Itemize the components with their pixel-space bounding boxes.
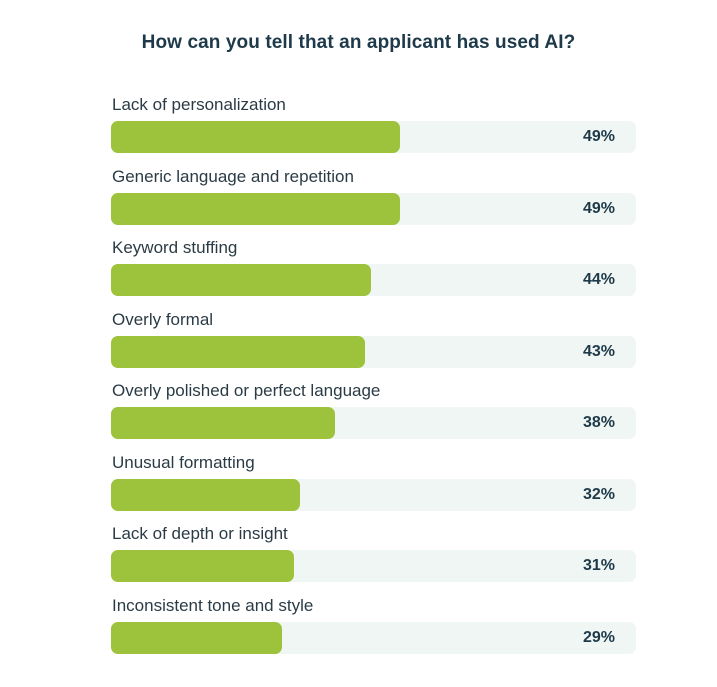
bar-track: 49% xyxy=(111,193,636,225)
category-label: Lack of personalization xyxy=(112,95,286,114)
bar-track: 44% xyxy=(111,264,636,296)
bar xyxy=(111,622,282,654)
value-label: 29% xyxy=(582,629,615,646)
bar xyxy=(111,264,371,296)
bar-track: 29% xyxy=(111,622,636,654)
value-label: 38% xyxy=(582,414,615,431)
category-label: Overly polished or perfect language xyxy=(112,381,381,400)
bar-row: Overly formal 43% xyxy=(111,310,636,372)
bar-row: Unusual formatting 32% xyxy=(111,453,636,515)
bar xyxy=(111,407,335,439)
bar-row: Overly polished or perfect language 38% xyxy=(111,381,636,443)
category-label: Keyword stuffing xyxy=(112,238,238,257)
bar-row: Keyword stuffing 44% xyxy=(111,238,636,300)
bar-row: Generic language and repetition 49% xyxy=(111,167,636,229)
bar-track: 32% xyxy=(111,479,636,511)
value-label: 43% xyxy=(582,343,615,360)
value-label: 44% xyxy=(582,271,615,288)
bar-row: Lack of personalization 49% xyxy=(111,95,636,157)
bar xyxy=(111,193,400,225)
bar xyxy=(111,336,365,368)
bar xyxy=(111,479,300,511)
bar xyxy=(111,550,294,582)
category-label: Generic language and repetition xyxy=(112,167,354,186)
value-label: 49% xyxy=(582,200,615,217)
bar-track: 31% xyxy=(111,550,636,582)
bar-row: Lack of depth or insight 31% xyxy=(111,524,636,586)
bar-track: 38% xyxy=(111,407,636,439)
category-label: Overly formal xyxy=(112,310,214,329)
bar-track: 43% xyxy=(111,336,636,368)
bar-track: 49% xyxy=(111,121,636,153)
category-label: Inconsistent tone and style xyxy=(112,596,314,615)
bar-row: Inconsistent tone and style 29% xyxy=(111,596,636,658)
chart-title: How can you tell that an applicant has u… xyxy=(141,32,576,53)
value-label: 49% xyxy=(582,128,615,145)
category-label: Lack of depth or insight xyxy=(112,524,288,543)
value-label: 32% xyxy=(582,486,615,503)
category-label: Unusual formatting xyxy=(112,453,255,472)
bar xyxy=(111,121,400,153)
value-label: 31% xyxy=(582,557,615,574)
